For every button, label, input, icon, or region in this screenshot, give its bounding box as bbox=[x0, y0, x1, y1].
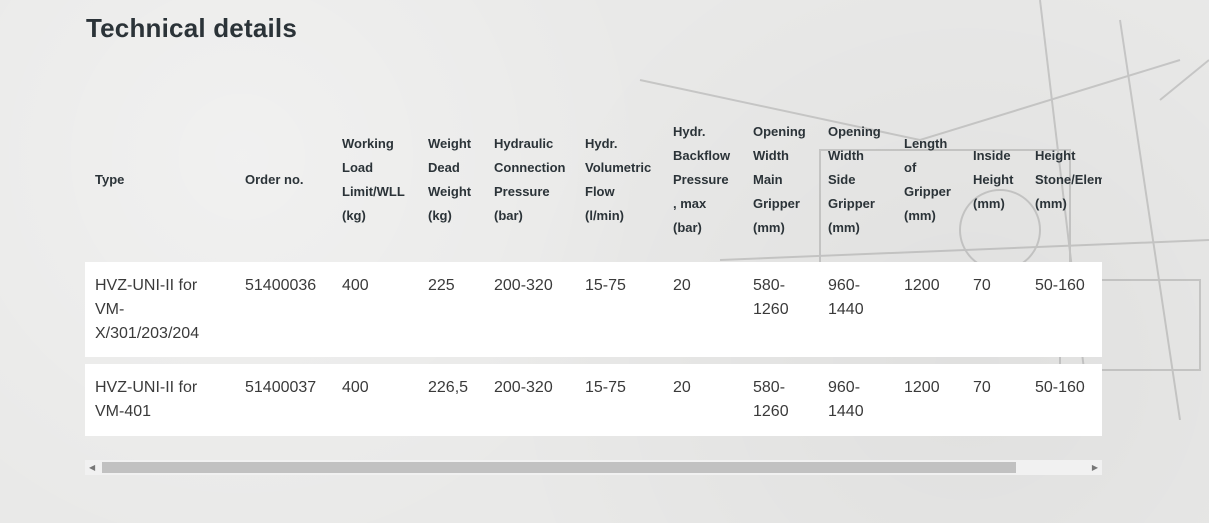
column-header-order-no: Order no. bbox=[245, 172, 304, 187]
cell-order-no: 51400037 bbox=[245, 379, 317, 396]
cell-hydraulic-pressure: 200-320 bbox=[494, 277, 553, 294]
column-header-weight: Weight Dead Weight (kg) bbox=[428, 136, 472, 223]
cell-type: HVZ-UNI-II for VM-401 bbox=[95, 379, 198, 420]
cell-opening-side: 960- 1440 bbox=[828, 379, 864, 420]
column-header-height-stone: Height Stone/Element (mm) bbox=[1035, 148, 1102, 211]
cell-volumetric-flow: 15-75 bbox=[585, 379, 626, 396]
cell-opening-side: 960- 1440 bbox=[828, 277, 864, 318]
column-header-backflow-pressure: Hydr. Backflow Pressure , max (bar) bbox=[673, 124, 731, 235]
cell-inside-height: 70 bbox=[973, 277, 991, 294]
table-row: HVZ-UNI-II for VM- X/301/203/204 51400036… bbox=[85, 262, 1102, 357]
scroll-left-arrow-icon[interactable]: ◀ bbox=[89, 463, 96, 472]
column-header-hydraulic-pressure: Hydraulic Connection Pressure (bar) bbox=[494, 136, 566, 223]
cell-order-no: 51400036 bbox=[245, 277, 317, 294]
column-header-inside-height: Inside Height (mm) bbox=[973, 148, 1014, 211]
cell-wll: 400 bbox=[342, 379, 369, 396]
machine-drawing-background bbox=[639, 0, 1209, 420]
page-title: Technical details bbox=[86, 13, 297, 43]
cell-inside-height: 70 bbox=[973, 379, 991, 396]
column-header-type: Type bbox=[95, 172, 125, 187]
cell-length: 1200 bbox=[904, 277, 940, 294]
scroll-right-arrow-icon[interactable]: ▶ bbox=[1091, 463, 1098, 472]
cell-type: HVZ-UNI-II for VM- X/301/203/204 bbox=[95, 277, 200, 342]
technical-details-table: Type Order no. Working Load Limit/WLL (kg)… bbox=[85, 100, 1102, 440]
cell-backflow-pressure: 20 bbox=[673, 277, 691, 294]
cell-hydraulic-pressure: 200-320 bbox=[494, 379, 553, 396]
column-header-length: Length of Gripper (mm) bbox=[904, 136, 951, 223]
cell-opening-main: 580- 1260 bbox=[753, 379, 789, 420]
cell-backflow-pressure: 20 bbox=[673, 379, 691, 396]
cell-height-stone: 50-160 bbox=[1035, 379, 1085, 396]
horizontal-scrollbar[interactable]: ◀ ▶ bbox=[85, 460, 1102, 475]
table-header-row: Type Order no. Working Load Limit/WLL (kg)… bbox=[85, 100, 1102, 260]
cell-opening-main: 580- 1260 bbox=[753, 277, 789, 318]
column-header-opening-side: Opening Width Side Gripper (mm) bbox=[828, 124, 881, 235]
cell-wll: 400 bbox=[342, 277, 369, 294]
column-header-wll: Working Load Limit/WLL (kg) bbox=[342, 136, 405, 223]
cell-length: 1200 bbox=[904, 379, 940, 396]
cell-volumetric-flow: 15-75 bbox=[585, 277, 626, 294]
cell-weight: 225 bbox=[428, 277, 455, 294]
column-header-opening-main: Opening Width Main Gripper (mm) bbox=[753, 124, 806, 235]
column-header-volumetric-flow: Hydr. Volumetric Flow (l/min) bbox=[585, 136, 652, 223]
cell-weight: 226,5 bbox=[428, 379, 469, 396]
table-row: HVZ-UNI-II for VM-401 51400037 400 226,5 200… bbox=[85, 364, 1102, 436]
cell-height-stone: 50-160 bbox=[1035, 277, 1085, 294]
scrollbar-thumb[interactable] bbox=[102, 462, 1017, 473]
